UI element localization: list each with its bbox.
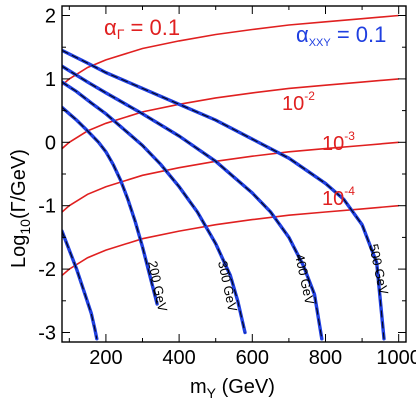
red-series-line bbox=[62, 78, 399, 150]
y-axis: -3 -2 -1 0 1 2 bbox=[38, 6, 406, 344]
alpha-1e-3-annotation: 10-3 bbox=[322, 129, 355, 155]
mass-label-500: 500 GeV bbox=[366, 243, 391, 297]
dashed-series-line bbox=[62, 81, 246, 333]
x-axis: 200 400 600 800 1000 bbox=[68, 6, 416, 369]
alpha-1e-2-annotation: 10-2 bbox=[282, 89, 315, 115]
red-series-line bbox=[62, 204, 399, 277]
y-axis-title: Log10(Γ/GeV) bbox=[8, 149, 33, 268]
mass-label-400: 400 GeV bbox=[292, 253, 317, 307]
y-tick-label: -3 bbox=[38, 322, 56, 344]
y-tick-label: -2 bbox=[38, 259, 56, 281]
y-tick-label: 0 bbox=[45, 132, 56, 154]
y-tick-label: -1 bbox=[38, 196, 56, 218]
x-tick-label: 1000 bbox=[376, 347, 416, 369]
blue-series-line bbox=[62, 105, 159, 306]
curves-group bbox=[62, 14, 399, 341]
y-tick-label: 1 bbox=[45, 69, 56, 91]
red-series-line bbox=[62, 14, 399, 86]
alpha-xxy-annotation: αXXY = 0.1 bbox=[296, 22, 386, 49]
alpha-gamma-annotation: αΓ = 0.1 bbox=[104, 15, 180, 42]
x-tick-label: 800 bbox=[309, 347, 342, 369]
dashed-series-line bbox=[62, 106, 158, 305]
x-axis-title: mY (GeV) bbox=[190, 376, 275, 401]
x-tick-label: 200 bbox=[89, 347, 122, 369]
x-tick-label: 600 bbox=[236, 347, 269, 369]
dashed-series-line bbox=[62, 49, 385, 339]
blue-series-line bbox=[62, 64, 324, 341]
x-tick-label: 400 bbox=[162, 347, 195, 369]
alpha-1e-4-annotation: 10-4 bbox=[322, 184, 355, 210]
mass-label-300: 300 GeV bbox=[215, 260, 240, 314]
blue-series-line bbox=[62, 229, 99, 341]
dashed-series-line bbox=[62, 230, 98, 339]
mass-label-200: 200 GeV bbox=[145, 260, 170, 314]
y-tick-label: 2 bbox=[45, 6, 56, 28]
red-series-line bbox=[62, 141, 399, 213]
